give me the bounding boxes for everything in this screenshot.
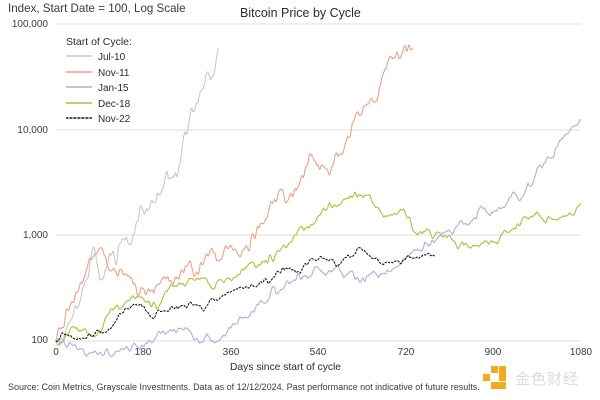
svg-text:金色财经: 金色财经 — [515, 371, 579, 388]
